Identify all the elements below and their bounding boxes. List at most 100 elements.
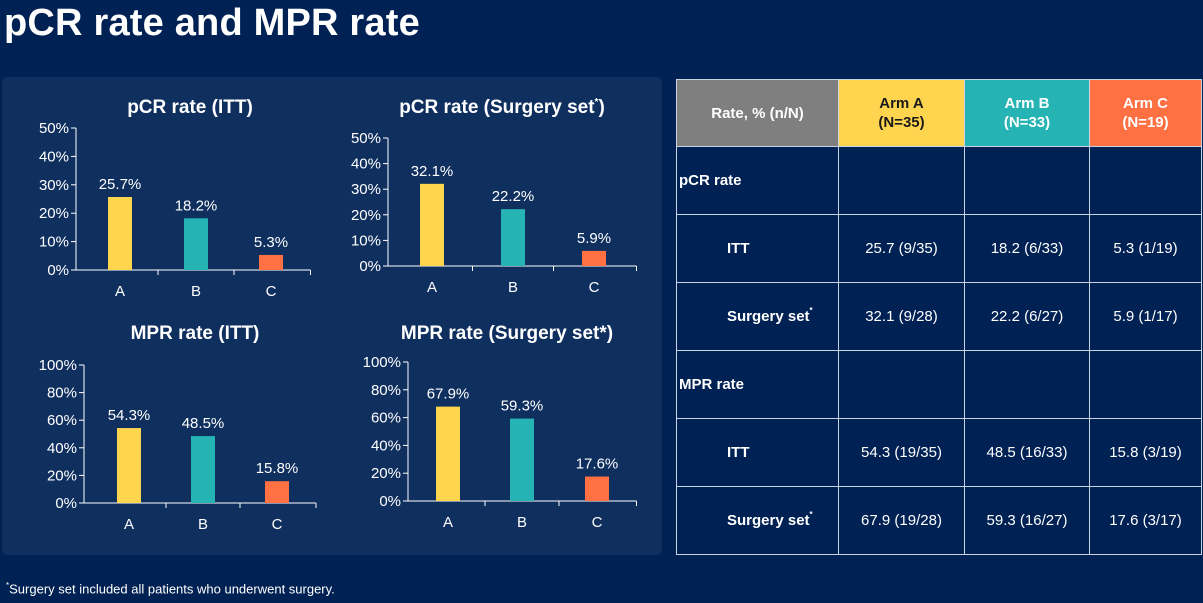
category-label: A [124,516,134,533]
cell-arm-a: 67.9 (19/28) [838,486,965,555]
row-label: ITT [676,214,839,283]
data-label: 54.3% [108,407,151,424]
chart-title: pCR rate (ITT) [127,97,253,118]
category-label: A [443,514,453,531]
category-label: B [191,283,201,300]
header-arm-c: Arm C (N=19) [1089,79,1202,147]
cell-arm-a: 32.1 (9/28) [838,282,965,351]
bar-c [582,250,606,266]
table-section-row: pCR rate [676,146,1202,215]
rates-table: Rate, % (n/N) Arm A (N=35) Arm B (N=33) … [676,79,1202,555]
chart-title-sup: * [595,97,599,108]
chart-title: MPR rate (Surgery set*) [401,323,613,344]
header-rate-label: Rate, % (n/N) [711,104,804,122]
cell-arm-b: 18.2 (6/33) [964,214,1090,283]
y-tick-label: 50% [39,120,69,137]
category-label: B [508,279,518,296]
charts-svg: pCR rate (ITT) 0% 10% 20% 30% 40% 50% 25.7% A 18.… [39,97,637,533]
section-label-mpr: MPR rate [676,350,839,419]
y-tick-label: 40% [47,440,77,457]
cell-arm-a: 25.7 (9/35) [838,214,965,283]
data-label: 5.3% [254,234,288,251]
category-label: C [272,516,283,533]
data-label: 18.2% [175,197,218,214]
section-label-pcr: pCR rate [676,146,839,215]
header-arm-b-n: (N=33) [1003,114,1051,131]
header-arm-c-label: Arm C [1122,95,1168,112]
header-rate: Rate, % (n/N) [676,79,839,147]
y-tick-label: 40% [39,148,69,165]
data-label: 32.1% [411,163,454,180]
empty-cell [1089,350,1202,419]
cell-arm-b: 48.5 (16/33) [964,418,1090,487]
empty-cell [964,146,1090,215]
empty-cell [838,146,965,215]
cell-arm-c: 17.6 (3/17) [1089,486,1202,555]
bar-b [191,436,215,503]
data-label: 5.9% [577,230,611,247]
cell-arm-b: 59.3 (16/27) [964,486,1090,555]
data-label: 15.8% [256,460,299,477]
data-label: 48.5% [182,415,225,432]
y-tick-label: 20% [351,207,381,224]
data-label: 59.3% [501,398,544,415]
y-tick-label: 60% [371,410,401,427]
table-row: Surgery set* 67.9 (19/28) 59.3 (16/27) 1… [676,486,1202,555]
y-tick-label: 0% [55,495,77,512]
header-arm-a-label: Arm A [879,95,924,112]
y-tick-label: 0% [47,262,69,279]
row-label: ITT [676,418,839,487]
bar-b [184,218,208,270]
bar-b [501,209,525,266]
cell-arm-c: 5.3 (1/19) [1089,214,1202,283]
header-arm-c-n: (N=19) [1122,114,1169,131]
data-label: 67.9% [427,386,470,403]
y-tick-label: 80% [371,382,401,399]
header-arm-b: Arm B (N=33) [964,79,1090,147]
bar-a [117,428,141,503]
y-tick-label: 60% [47,412,77,429]
chart-title: MPR rate (ITT) [131,323,260,344]
y-tick-label: 40% [371,437,401,454]
y-tick-label: 0% [359,258,381,275]
empty-cell [838,350,965,419]
y-tick-label: 20% [39,205,69,222]
page-title: pCR rate and MPR rate [4,2,420,44]
row-label-text: ITT [727,444,750,461]
y-tick-label: 20% [371,465,401,482]
row-label-sup: * [809,306,813,315]
table-section-row: MPR rate [676,350,1202,419]
y-tick-label: 30% [351,181,381,198]
header-arm-a-n: (N=35) [878,114,925,131]
bar-b [510,418,534,501]
header-arm-a: Arm A (N=35) [838,79,965,147]
category-label: A [115,283,125,300]
bar-c [585,476,609,501]
row-label-text: Surgery set [727,308,810,325]
cell-arm-b: 22.2 (6/27) [964,282,1090,351]
bar-c [265,481,289,503]
y-tick-label: 20% [47,467,77,484]
empty-cell [1089,146,1202,215]
cell-arm-a: 54.3 (19/35) [838,418,965,487]
category-label: B [517,514,527,531]
category-label: A [427,279,437,296]
y-tick-label: 80% [47,385,77,402]
data-label: 22.2% [492,188,535,205]
footnote-text: Surgery set included all patients who un… [9,581,335,597]
data-label: 17.6% [576,456,619,473]
charts-panel: pCR rate (ITT) 0% 10% 20% 30% 40% 50% 25.7% A 18.… [2,77,662,555]
y-tick-label: 0% [379,493,401,510]
bar-a [420,183,444,266]
table-header-row: Rate, % (n/N) Arm A (N=35) Arm B (N=33) … [676,79,1202,147]
row-label-sup: * [809,510,813,519]
category-label: C [266,283,277,300]
category-label: C [589,279,600,296]
empty-cell [964,350,1090,419]
y-tick-label: 100% [39,357,77,374]
header-arm-b-label: Arm B [1004,95,1050,112]
row-label-text: ITT [727,240,750,257]
category-label: B [198,516,208,533]
data-label: 25.7% [99,176,142,193]
row-label: Surgery set* [676,282,839,351]
